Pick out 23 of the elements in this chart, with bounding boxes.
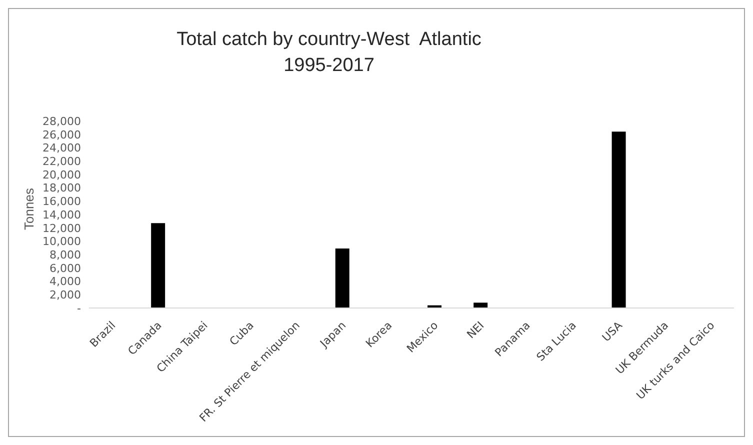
y-tick-label: 22,000 [42, 154, 81, 168]
chart-title: Total catch by country-West Atlantic 1995-2017 [176, 28, 482, 78]
y-tick-label: 26,000 [42, 128, 81, 142]
y-tick-label: 6,000 [50, 262, 81, 275]
bar [612, 132, 626, 308]
y-tick-label: 20,000 [42, 168, 81, 182]
bar [335, 248, 350, 308]
y-tick-label: 18,000 [42, 182, 81, 195]
y-tick-label: 12,000 [42, 222, 81, 235]
x-tick-label: USA [600, 318, 626, 344]
y-tick-label: - [77, 302, 82, 315]
y-tick-label: 16,000 [42, 195, 81, 208]
y-tick-label: 4,000 [50, 275, 81, 288]
bar [151, 223, 166, 308]
y-tick-label: 14,000 [42, 208, 81, 222]
y-tick-label: 24,000 [42, 142, 81, 155]
bar [474, 302, 488, 308]
y-tick-label: 2,000 [50, 288, 81, 302]
y-tick-label: 28,000 [42, 114, 81, 128]
y-tick-label: 10,000 [42, 235, 81, 248]
y-axis-title: Tonnes [22, 188, 36, 230]
x-tick-label: NEI [464, 318, 487, 342]
y-tick-label: 8,000 [50, 248, 81, 262]
